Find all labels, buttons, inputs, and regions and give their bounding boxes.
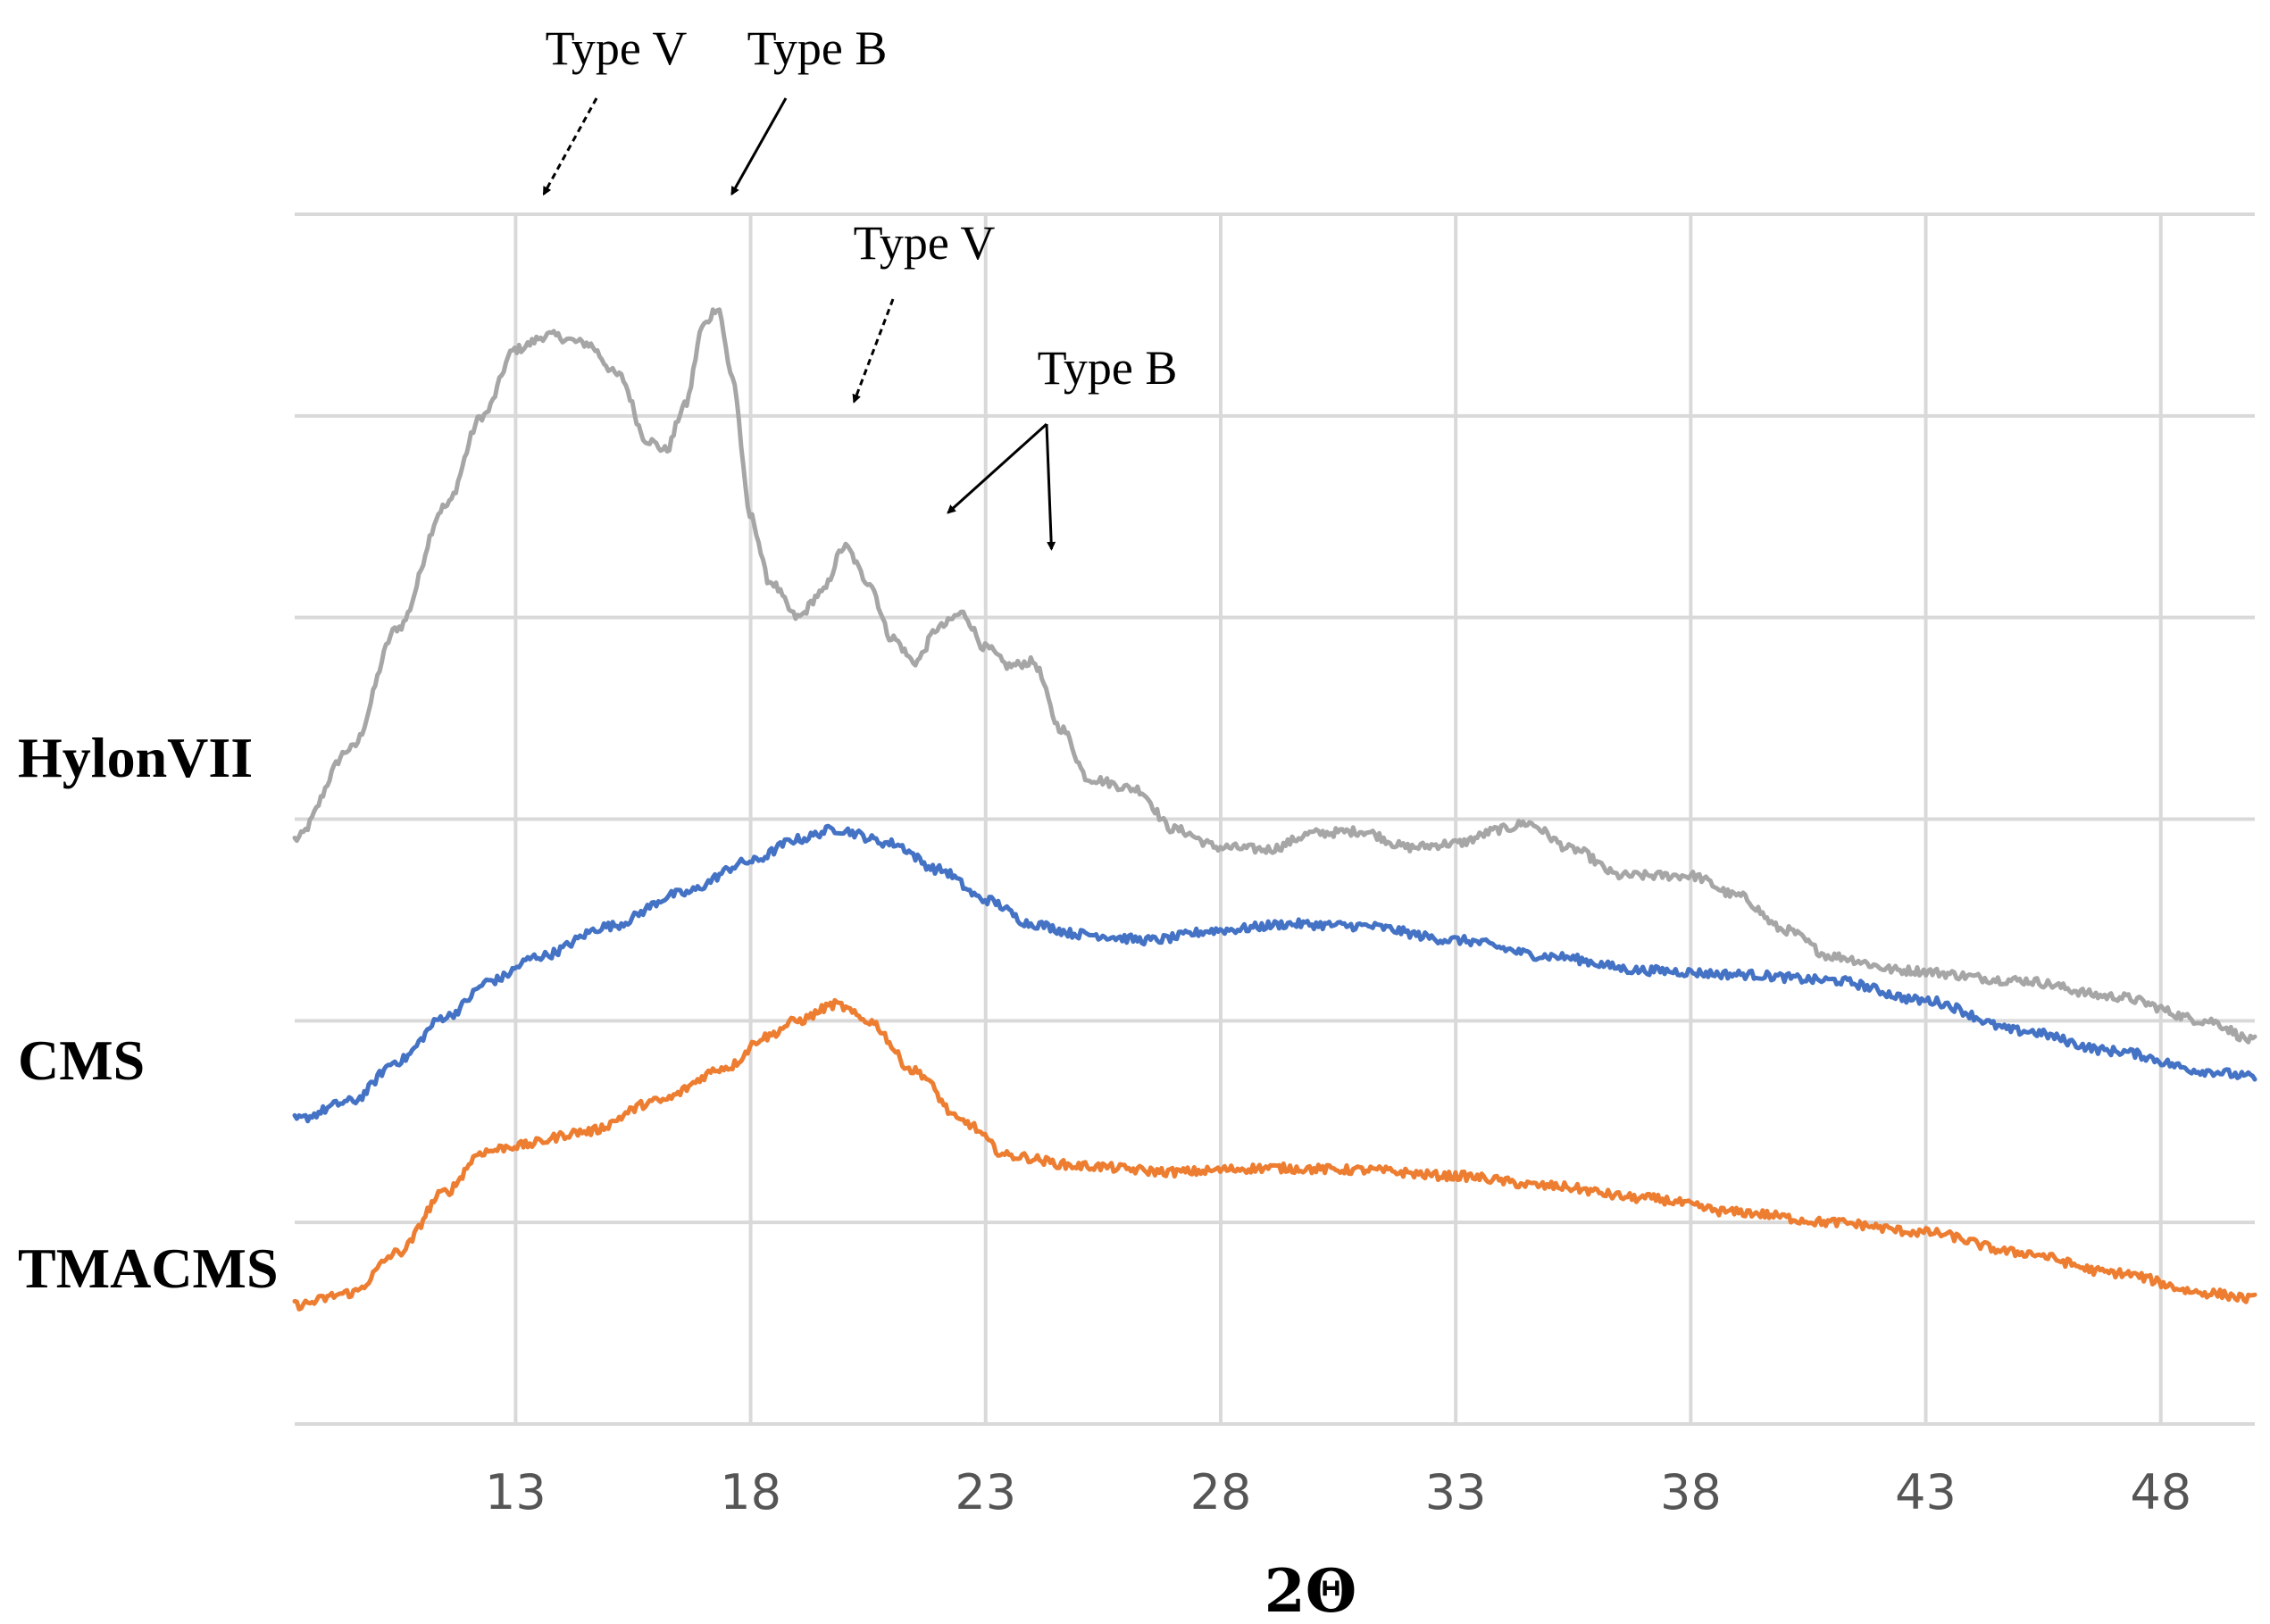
x-axis-title: 2Θ [1264,1556,1356,1624]
series-labels: HylonVII CMS TMACMS [18,726,279,1300]
series-line-tmacms [292,997,2257,1312]
x-tick-label: 28 [1190,1464,1252,1520]
series-lines [292,307,2257,1312]
series-line-cms [292,823,2257,1124]
x-tick-label: 43 [1895,1464,1957,1520]
annotation-arrow [542,97,598,196]
peak-annotations: Type V Type B Type V Type B [542,21,1178,551]
annotation-arrow [730,97,788,196]
series-label-cms: CMS [18,1029,145,1092]
series-line-hylonvii [292,307,2257,1045]
series-label-hylonvii: HylonVII [18,726,253,789]
x-axis: 13 18 23 28 33 38 43 48 2Θ [485,1464,2191,1624]
annotation-label: Type B [747,21,888,75]
annotation-arrow [852,298,895,404]
x-tick-label: 23 [955,1464,1016,1520]
x-tick-label: 18 [720,1464,781,1520]
annotation-arrow [1045,423,1056,551]
x-tick-label: 33 [1425,1464,1487,1520]
x-tick-label: 13 [485,1464,547,1520]
annotation-label: Type V [546,21,688,75]
x-tick-label: 48 [2130,1464,2191,1520]
x-tick-label: 38 [1660,1464,1722,1520]
annotation-arrow [947,422,1048,514]
series-label-tmacms: TMACMS [18,1237,279,1300]
annotation-label: Type V [854,216,996,270]
gridlines [295,212,2255,1426]
annotation-label: Type B [1038,341,1178,395]
